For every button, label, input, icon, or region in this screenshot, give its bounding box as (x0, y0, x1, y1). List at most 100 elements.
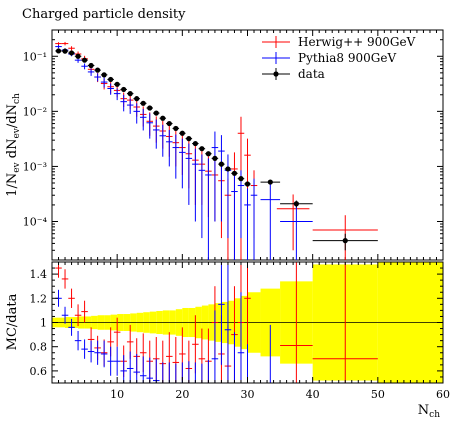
data-point (100, 340, 108, 368)
data-marker (81, 57, 88, 63)
data-point (244, 188, 251, 260)
data-point (113, 81, 121, 87)
data-point (81, 63, 88, 70)
data-marker (108, 76, 114, 83)
data-point (107, 346, 114, 376)
data-point (81, 339, 88, 359)
data-point (68, 288, 75, 308)
legend-label: data (298, 67, 325, 81)
y-tick-label: 1 (40, 317, 47, 330)
data-marker (166, 120, 172, 127)
data-point (231, 170, 238, 176)
data-point (61, 269, 69, 289)
data-marker (173, 125, 179, 132)
data-point (179, 130, 186, 136)
main-axis-ticks (52, 30, 444, 261)
data-marker (205, 151, 211, 157)
data-point (192, 148, 199, 222)
y-tick-label: 0.8 (30, 341, 48, 354)
data-marker (342, 238, 348, 244)
data-point (185, 143, 193, 205)
ratio-y-axis-label: MC/data (5, 293, 20, 350)
data-point (133, 103, 140, 124)
data-point (120, 86, 127, 93)
data-point (218, 135, 225, 222)
data-point (87, 62, 95, 69)
data-point (61, 48, 69, 54)
main-panel: 10⁻¹ 10⁻² 10⁻³ 10⁻⁴ 1/Nev dNev/dNch Herwig+… (5, 29, 444, 261)
x-tick-label: 10 (110, 388, 124, 401)
x-tick-label: 30 (241, 388, 255, 401)
legend-item: Herwig++ 900GeV (262, 35, 416, 49)
ratio-panel: 0.6 0.8 1 1.2 1.4 10 20 30 40 50 60 MC/data Nch (5, 261, 450, 420)
legend: Herwig++ 900GeV Pythia8 900GeV data (262, 35, 416, 81)
data-point (198, 154, 206, 239)
data-marker (62, 48, 68, 54)
data-marker (55, 48, 62, 54)
data-point (153, 110, 160, 116)
data-point (312, 233, 378, 251)
x-tick-label: 60 (436, 388, 450, 401)
data-point (113, 317, 121, 347)
y-tick-label: 10⁻⁴ (23, 216, 48, 229)
data-marker (95, 67, 101, 73)
data-point (81, 300, 88, 323)
data-point (159, 124, 167, 157)
x-tick-labels: 10 20 30 40 50 60 (110, 388, 450, 401)
data-point (205, 151, 212, 157)
data-point (74, 53, 82, 59)
data-point (94, 73, 101, 82)
data-marker (231, 170, 238, 176)
data-point (192, 140, 199, 147)
data-point (250, 178, 258, 260)
data-point (107, 83, 114, 95)
data-point (55, 42, 62, 46)
data-point (139, 108, 147, 131)
legend-item: Pythia8 900GeV (262, 51, 396, 65)
main-y-tick-labels: 10⁻¹ 10⁻² 10⁻³ 10⁻⁴ (23, 50, 48, 228)
data-point (55, 45, 62, 49)
data-point (61, 41, 69, 46)
data-marker (147, 105, 153, 111)
data-marker (225, 166, 231, 172)
data-point (68, 318, 75, 336)
x-tick-label: 40 (306, 388, 320, 401)
data-point (233, 332, 235, 383)
data-point (87, 340, 95, 363)
data-point (218, 161, 225, 167)
data-point (133, 353, 140, 383)
data-point (211, 310, 219, 383)
data-point (168, 362, 170, 383)
data-point (55, 262, 62, 278)
data-point (172, 125, 180, 132)
data-point (211, 131, 219, 222)
data-point (133, 96, 140, 102)
data-point (280, 200, 313, 208)
data-point (211, 155, 219, 161)
data-point (55, 48, 62, 54)
data-point (146, 113, 154, 139)
data-marker (114, 81, 120, 87)
data-point (175, 363, 177, 383)
legend-label: Pythia8 900GeV (298, 51, 396, 65)
data-marker (160, 115, 166, 121)
data-marker (140, 100, 146, 106)
data-point (74, 304, 82, 327)
data-point (100, 72, 108, 78)
data-point (94, 67, 101, 73)
series-pythia8-900gev (55, 45, 313, 260)
data-point (120, 94, 127, 112)
data-point (280, 204, 313, 260)
data-point (185, 136, 193, 142)
data-point (231, 175, 238, 260)
ratio-marks (52, 262, 443, 383)
series-data (55, 48, 378, 251)
data-point (126, 351, 134, 383)
data-point (172, 134, 180, 179)
data-point (198, 146, 206, 152)
data-point (139, 100, 147, 106)
data-marker (127, 91, 133, 97)
data-point (81, 57, 88, 63)
data-point (188, 361, 190, 383)
data-marker (75, 53, 81, 59)
